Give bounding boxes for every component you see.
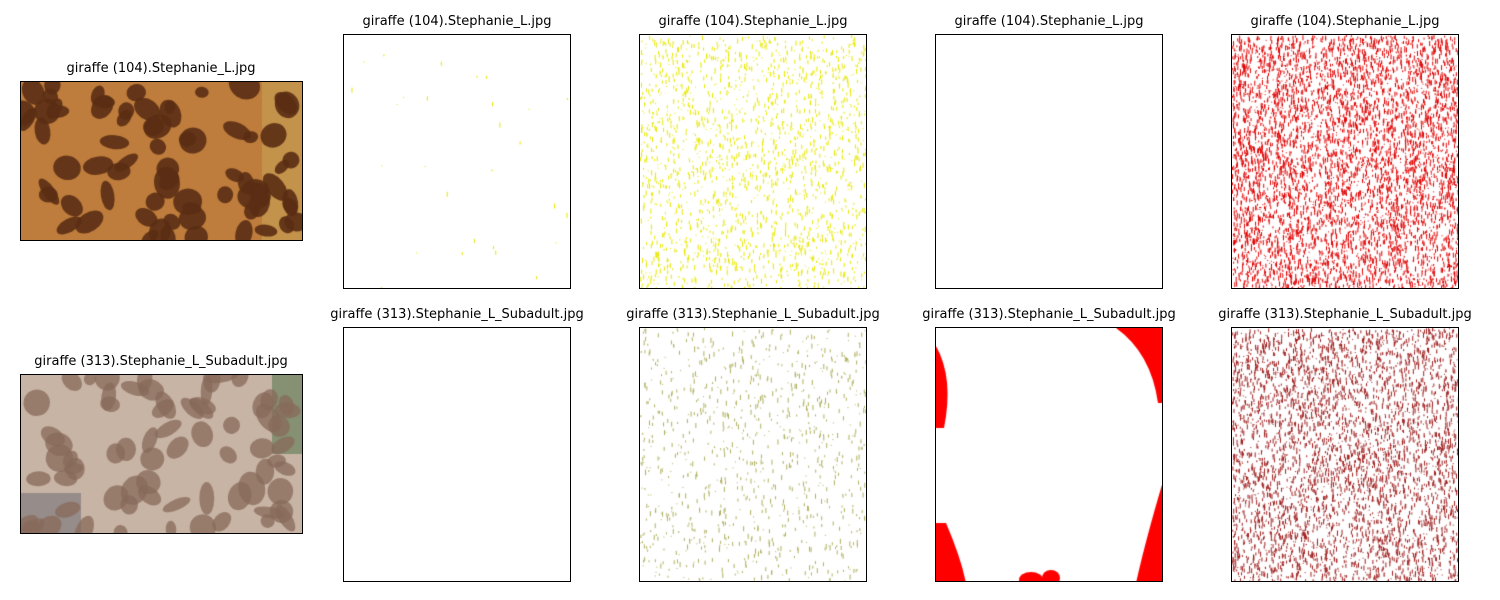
panel-title: giraffe (104).Stephanie_L.jpg bbox=[954, 14, 1144, 29]
mask-canvas bbox=[344, 328, 570, 581]
pattern-mask-panel bbox=[639, 327, 867, 582]
giraffe-photo bbox=[20, 81, 303, 241]
panel-title: giraffe (313).Stephanie_L_Subadult.jpg bbox=[34, 354, 288, 369]
photo-canvas bbox=[21, 82, 302, 240]
mask-canvas bbox=[936, 328, 1162, 581]
panel-title: giraffe (313).Stephanie_L_Subadult.jpg bbox=[1218, 307, 1472, 322]
panel-title: giraffe (104).Stephanie_L.jpg bbox=[362, 14, 552, 29]
pattern-mask-panel bbox=[1231, 34, 1459, 289]
pattern-mask-panel bbox=[343, 34, 571, 289]
panel-title: giraffe (104).Stephanie_L.jpg bbox=[1250, 14, 1440, 29]
panel-title: giraffe (104).Stephanie_L.jpg bbox=[66, 61, 256, 76]
giraffe-photo bbox=[20, 374, 303, 534]
mask-canvas bbox=[640, 35, 866, 288]
panel-title: giraffe (104).Stephanie_L.jpg bbox=[658, 14, 848, 29]
mask-canvas bbox=[640, 328, 866, 581]
pattern-mask-panel bbox=[935, 34, 1163, 289]
pattern-mask-panel bbox=[639, 34, 867, 289]
pattern-mask-panel bbox=[935, 327, 1163, 582]
pattern-mask-panel bbox=[343, 327, 571, 582]
pattern-mask-panel bbox=[1231, 327, 1459, 582]
mask-canvas bbox=[1232, 328, 1458, 581]
mask-canvas bbox=[936, 35, 1162, 288]
mask-canvas bbox=[1232, 35, 1458, 288]
panel-title: giraffe (313).Stephanie_L_Subadult.jpg bbox=[330, 307, 584, 322]
panel-title: giraffe (313).Stephanie_L_Subadult.jpg bbox=[626, 307, 880, 322]
mask-canvas bbox=[344, 35, 570, 288]
panel-title: giraffe (313).Stephanie_L_Subadult.jpg bbox=[922, 307, 1176, 322]
photo-canvas bbox=[21, 375, 302, 533]
